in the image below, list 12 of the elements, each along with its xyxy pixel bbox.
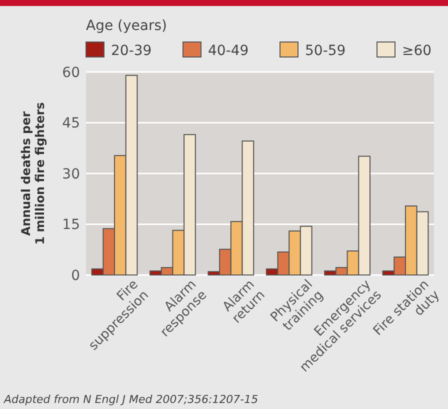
y-tick-label: 45 (62, 116, 80, 132)
y-tick-label: 60 (62, 64, 80, 81)
text: Adapted from N Engl J Med 2007;356:1207-15 (3, 393, 258, 406)
legend-title: Age (years) (86, 18, 167, 34)
legend-label: 50-59 (305, 43, 346, 59)
y-tick-label: 0 (71, 268, 80, 284)
legend-label: 40-49 (208, 43, 249, 59)
legend-label: ≥60 (402, 43, 432, 59)
y-tick-label: 30 (62, 166, 80, 182)
y-tick-label: 15 (62, 217, 80, 234)
y-axis-title: Annual deaths per 1 million fire fighters (19, 102, 47, 245)
legend-label: 20-39 (111, 43, 152, 59)
